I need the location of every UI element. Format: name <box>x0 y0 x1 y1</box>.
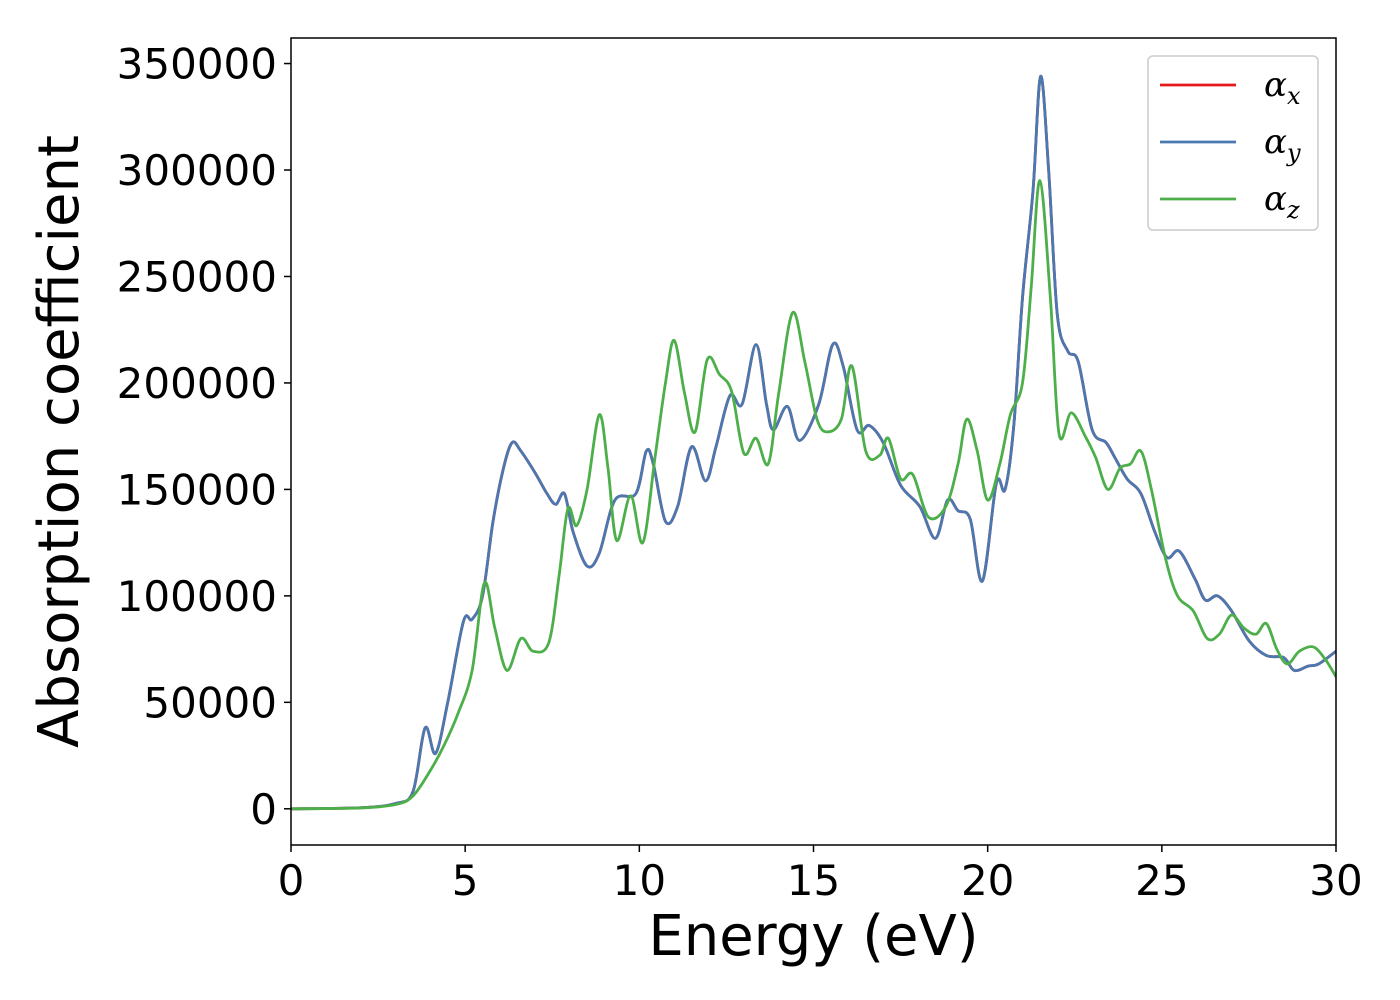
x-tick-label: 0 <box>278 856 305 905</box>
y-tick-label: 250000 <box>117 252 277 301</box>
series-line-y <box>291 74 1336 811</box>
y-tick-label: 350000 <box>117 40 277 89</box>
x-tick-label: 15 <box>787 856 840 905</box>
legend-label-y: αy <box>1264 122 1301 167</box>
plot-lines <box>291 74 1336 811</box>
legend-label-x: αx <box>1264 65 1301 110</box>
x-tick-label: 20 <box>961 856 1014 905</box>
y-axis: 0 50000 100000 150000 200000 250000 300000 3500… <box>117 40 291 834</box>
x-axis: 0 5 10 15 20 25 30 <box>278 845 1363 905</box>
y-tick-label: 300000 <box>117 146 277 195</box>
x-tick-label: 25 <box>1135 856 1188 905</box>
y-axis-title: Absorption coefficient <box>27 135 92 748</box>
x-axis-title: Energy (eV) <box>648 904 978 969</box>
y-tick-label: 200000 <box>117 359 277 408</box>
x-tick-label: 10 <box>613 856 666 905</box>
y-tick-label: 0 <box>250 785 277 834</box>
legend-label-z: αz <box>1264 179 1300 224</box>
y-tick-label: 150000 <box>117 465 277 514</box>
x-tick-label: 5 <box>452 856 479 905</box>
y-tick-label: 50000 <box>143 678 277 727</box>
series-line-z <box>291 179 1336 811</box>
x-tick-label: 30 <box>1309 856 1362 905</box>
y-tick-label: 100000 <box>117 572 277 621</box>
legend: αx αy αz <box>1147 55 1319 231</box>
